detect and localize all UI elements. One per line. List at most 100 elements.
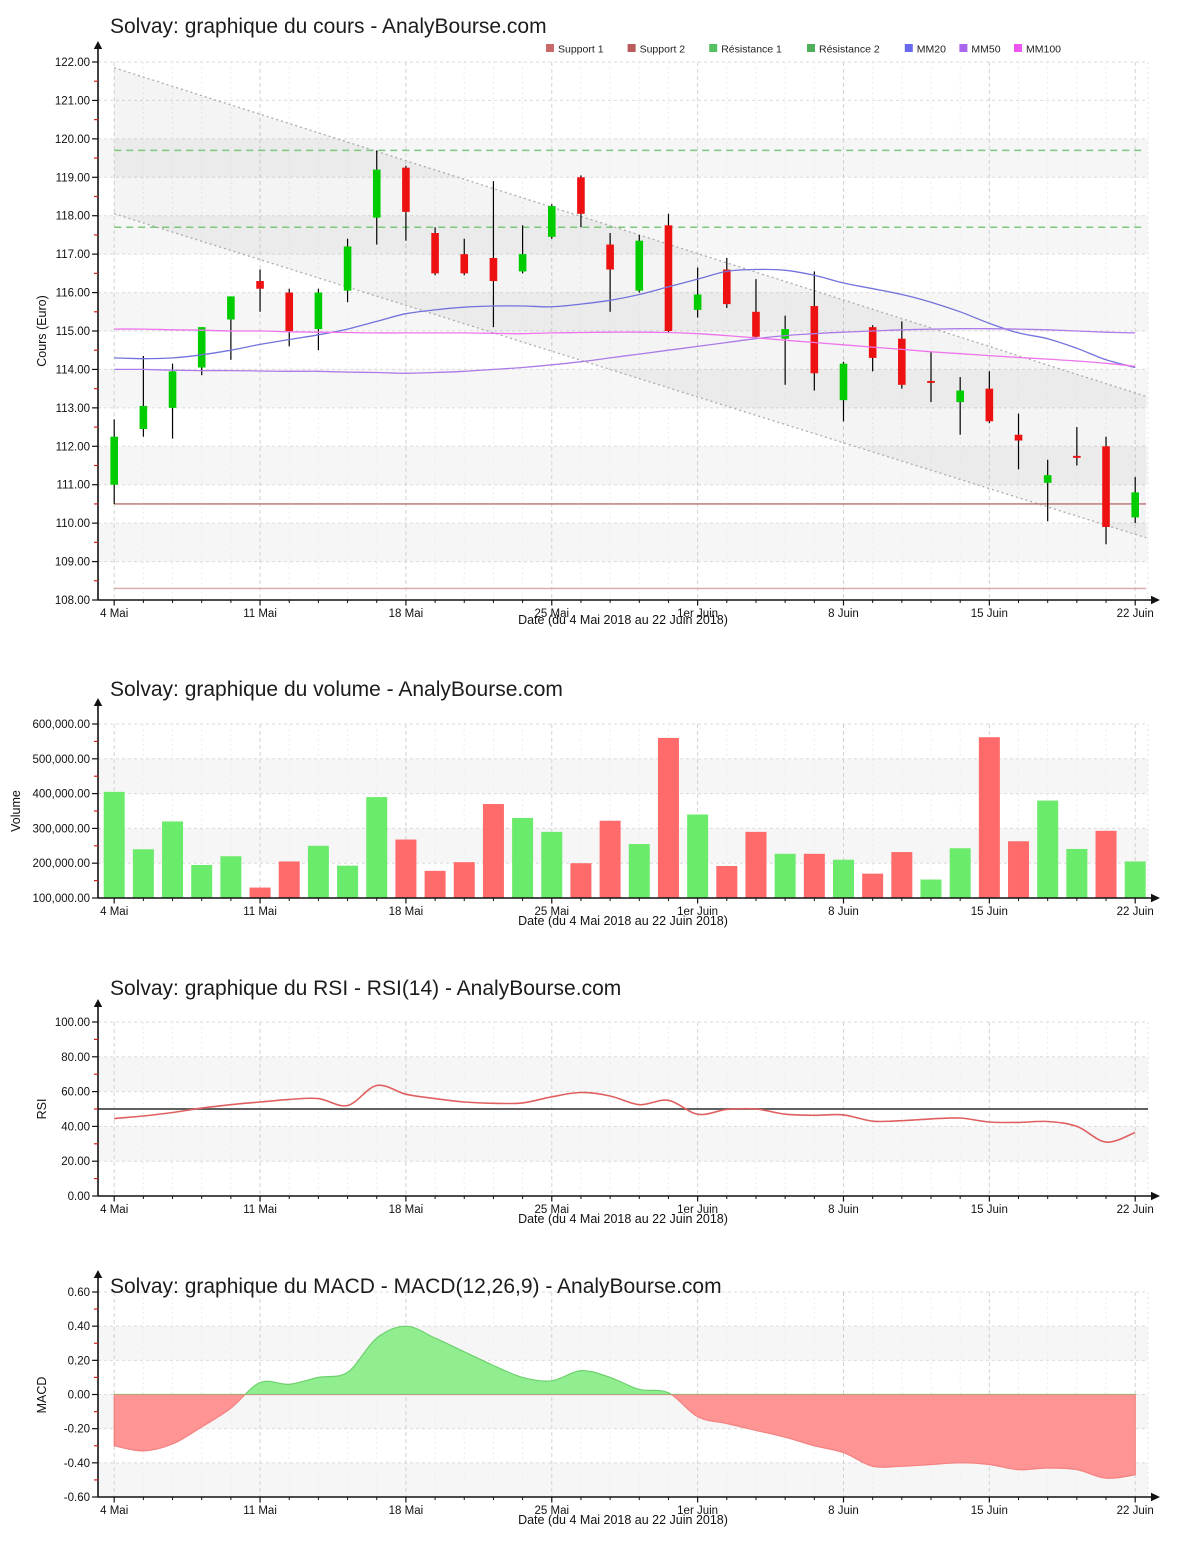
y-tick-label: 118.00 bbox=[56, 211, 90, 223]
candle-body-up bbox=[518, 254, 527, 272]
candle-body-up bbox=[781, 329, 789, 339]
candle-body-up bbox=[168, 371, 177, 408]
y-tick-label: 0.60 bbox=[68, 1287, 90, 1299]
y-tick-label: 119.00 bbox=[56, 172, 90, 184]
bg-band bbox=[98, 1463, 1148, 1497]
volume-bar-up bbox=[103, 791, 125, 898]
x-tick-label: 8 Juin bbox=[828, 1204, 859, 1216]
candle-body-down bbox=[752, 311, 760, 337]
volume-bar-up bbox=[687, 814, 709, 898]
rsi-line bbox=[114, 1084, 1136, 1143]
candle-body-up bbox=[547, 206, 556, 237]
legend-item-label: Support 2 bbox=[640, 44, 686, 56]
volume-bar-down bbox=[249, 887, 271, 898]
candle-body-up bbox=[839, 363, 848, 401]
volume-y-axis-title: Volume bbox=[9, 790, 23, 832]
volume-bar-down bbox=[1095, 830, 1117, 898]
x-tick-label: 15 Juin bbox=[971, 1204, 1008, 1216]
y-tick-label: 0.00 bbox=[68, 1191, 90, 1203]
x-tick-label: 25 Mai bbox=[535, 1204, 570, 1216]
y-tick-label: 40.00 bbox=[61, 1121, 90, 1133]
volume-bar-up bbox=[220, 856, 242, 898]
price-y-axis-title: Cours (Euro) bbox=[35, 295, 49, 367]
bg-band bbox=[98, 1326, 1148, 1360]
price-chart-plot: 108.00 109.00 110.00 111.00 112.00 113.00 114.… bbox=[55, 41, 1160, 620]
candle-body-down bbox=[606, 244, 614, 270]
x-tick-label: 18 Mai bbox=[389, 1204, 424, 1216]
volume-bar-up bbox=[366, 797, 388, 898]
legend-item-label: Résistance 1 bbox=[721, 44, 782, 56]
legend-item-label: MM50 bbox=[971, 44, 1000, 56]
price-x-axis-title: Date (du 4 Mai 2018 au 22 Juin 2018) bbox=[518, 613, 728, 627]
y-tick-label: 200,000.00 bbox=[32, 858, 90, 870]
y-tick-label: 115.00 bbox=[56, 326, 90, 338]
legend-swatch bbox=[1014, 44, 1022, 52]
x-tick-label: 4 Mai bbox=[100, 906, 128, 918]
x-tick-label: 22 Juin bbox=[1117, 906, 1154, 918]
y-axis-arrow bbox=[93, 41, 103, 49]
legend-swatch bbox=[904, 44, 913, 52]
candle-body-down bbox=[489, 257, 498, 282]
legend-item-label: MM20 bbox=[917, 44, 946, 56]
volume-chart-plot: 100,000.00 200,000.00 300,000.00 400,000.00… bbox=[32, 698, 1160, 918]
volume-bar-down bbox=[862, 873, 884, 898]
candle-body-down bbox=[256, 281, 264, 289]
x-tick-label: 15 Juin bbox=[971, 608, 1008, 620]
volume-bar-down bbox=[657, 737, 679, 898]
x-tick-label: 4 Mai bbox=[100, 1204, 128, 1216]
volume-bar-up bbox=[1066, 848, 1088, 898]
volume-x-axis-title: Date (du 4 Mai 2018 au 22 Juin 2018) bbox=[518, 914, 728, 928]
candle-body-up bbox=[693, 294, 702, 310]
volume-bar-up bbox=[512, 817, 534, 898]
volume-bar-down bbox=[453, 862, 475, 898]
volume-bar-up bbox=[920, 879, 942, 898]
x-tick-label: 22 Juin bbox=[1117, 608, 1154, 620]
x-tick-label: 18 Mai bbox=[389, 608, 424, 620]
legend-item-label: MM100 bbox=[1026, 44, 1061, 56]
macd-x-axis-title: Date (du 4 Mai 2018 au 22 Juin 2018) bbox=[518, 1513, 728, 1527]
legend-swatch bbox=[627, 44, 636, 52]
x-tick-label: 8 Juin bbox=[828, 1505, 859, 1517]
y-tick-label: 112.00 bbox=[56, 441, 90, 453]
macd-area-negative bbox=[113, 1394, 1136, 1479]
candle-body-up bbox=[139, 405, 148, 429]
y-tick-label: 80.00 bbox=[61, 1052, 90, 1064]
candle-body-down bbox=[1014, 434, 1023, 441]
x-tick-label: 1er Juin bbox=[677, 608, 718, 620]
y-tick-label: 400,000.00 bbox=[32, 789, 90, 801]
y-tick-label: 100,000.00 bbox=[32, 893, 90, 905]
candle-body-down bbox=[431, 233, 439, 274]
legend-swatch bbox=[709, 44, 718, 52]
y-tick-label: 300,000.00 bbox=[32, 823, 90, 835]
y-tick-label: 600,000.00 bbox=[32, 719, 90, 731]
x-tick-label: 15 Juin bbox=[971, 906, 1008, 918]
candle-body-down bbox=[927, 380, 935, 383]
volume-bar-up bbox=[337, 865, 359, 898]
y-tick-label: 121.00 bbox=[55, 95, 90, 107]
candle-body-up bbox=[372, 169, 381, 218]
x-tick-label: 11 Mai bbox=[243, 1204, 277, 1216]
y-tick-label: 113.00 bbox=[56, 403, 90, 415]
x-axis-arrow bbox=[1151, 1492, 1160, 1502]
macd-area-positive bbox=[113, 1325, 1136, 1395]
legend-swatch bbox=[959, 44, 968, 52]
volume-bar-up bbox=[191, 864, 213, 898]
volume-bar-down bbox=[803, 853, 825, 898]
y-tick-label: -0.20 bbox=[64, 1424, 90, 1436]
volume-bar-down bbox=[716, 865, 738, 898]
x-tick-label: 18 Mai bbox=[389, 906, 424, 918]
mm100-line bbox=[114, 328, 1136, 368]
x-tick-label: 8 Juin bbox=[828, 906, 859, 918]
volume-chart-title: Solvay: graphique du volume - AnalyBours… bbox=[110, 678, 563, 701]
y-axis-arrow bbox=[93, 999, 103, 1007]
candle-body-up bbox=[197, 327, 206, 368]
x-tick-label: 8 Juin bbox=[828, 608, 859, 620]
candle-body-down bbox=[810, 306, 819, 374]
y-tick-label: 100.00 bbox=[55, 1017, 90, 1029]
x-tick-label: 25 Mai bbox=[535, 906, 570, 918]
x-tick-label: 4 Mai bbox=[100, 608, 128, 620]
x-tick-label: 1er Juin bbox=[677, 1505, 718, 1517]
candle-body-up bbox=[343, 246, 352, 291]
x-tick-label: 25 Mai bbox=[535, 608, 570, 620]
candle-body-up bbox=[1043, 475, 1052, 483]
